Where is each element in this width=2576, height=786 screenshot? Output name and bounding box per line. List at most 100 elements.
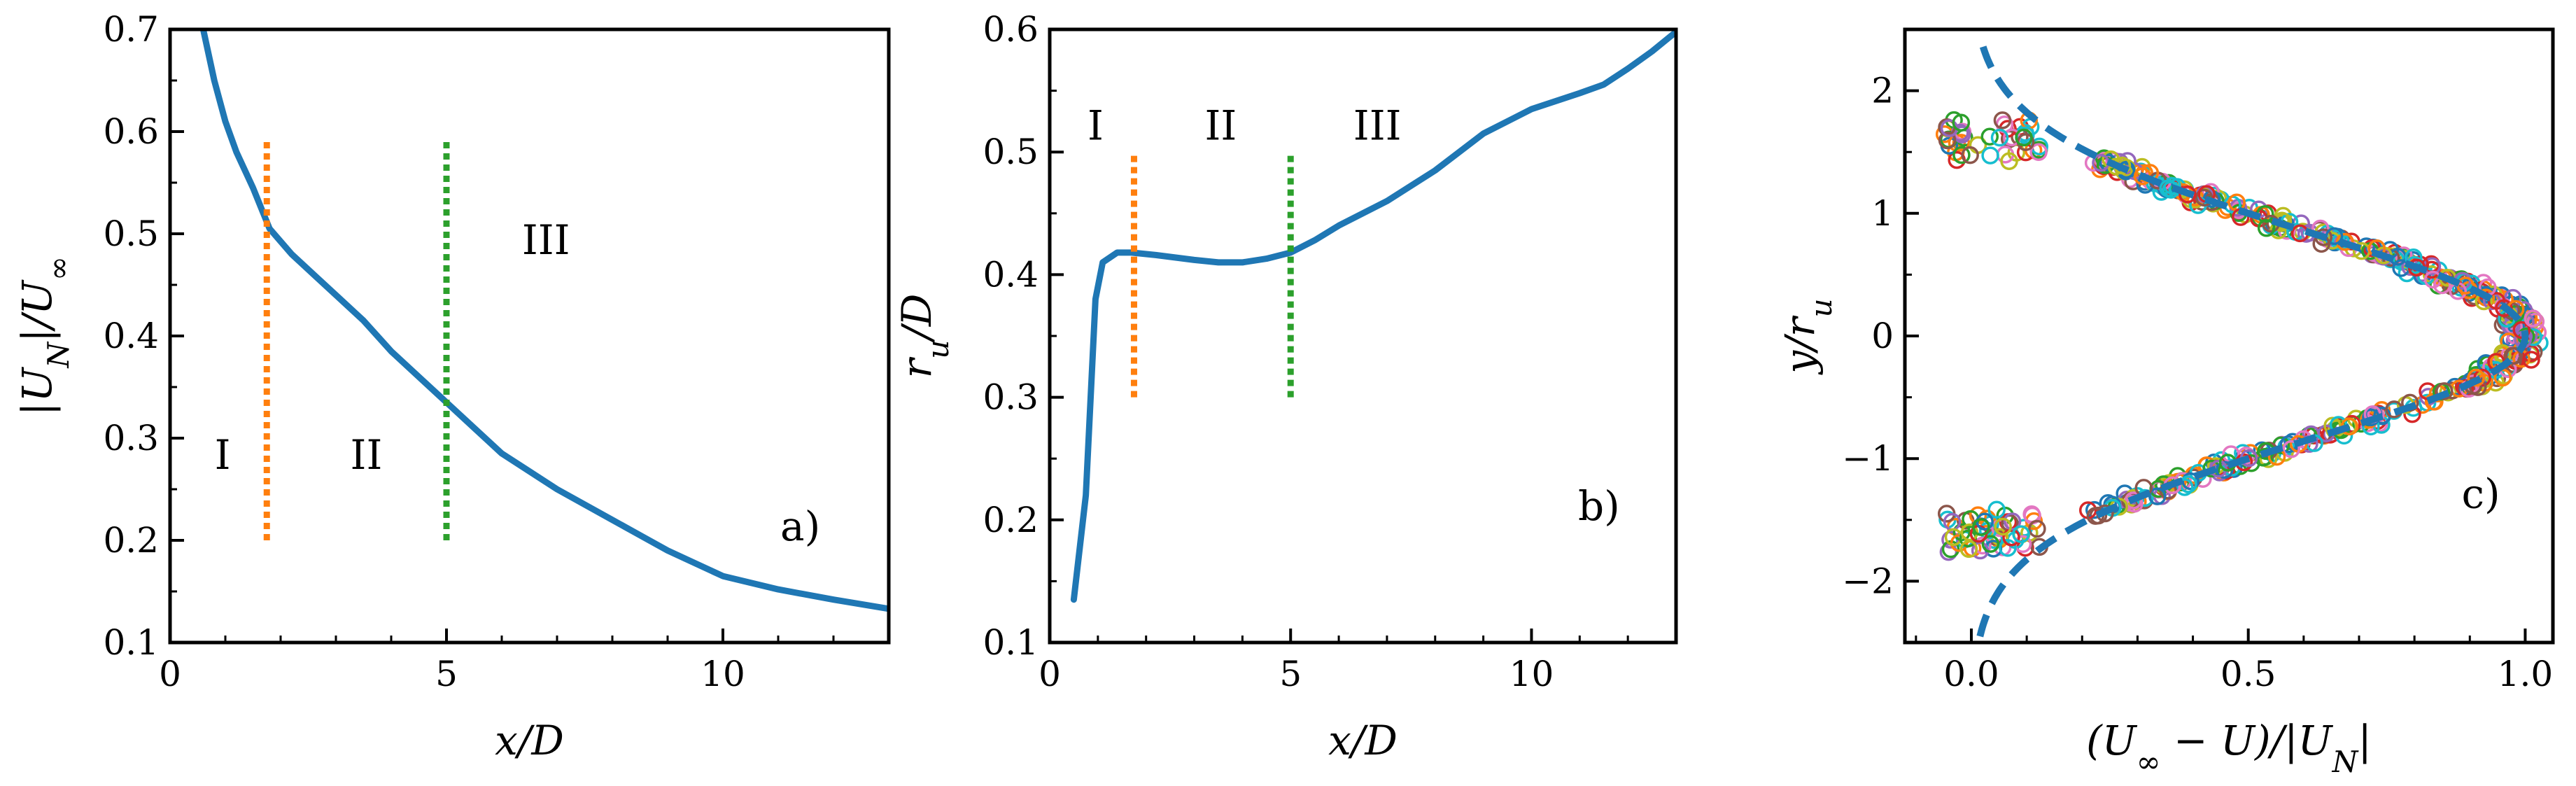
- data-point: [2029, 143, 2048, 161]
- data-point: [2282, 440, 2300, 458]
- region-label-III: III: [522, 216, 570, 264]
- data-point: [1981, 146, 1999, 164]
- y-axis-label-part: y/r: [1776, 315, 1824, 375]
- y-tick-label: 0.5: [983, 132, 1039, 172]
- data-point: [1959, 540, 1978, 559]
- y-axis-label: y/ru: [1776, 298, 1838, 375]
- x-tick-label: 1.0: [2498, 654, 2554, 694]
- data-point: [2493, 344, 2512, 363]
- series-line-0: [1070, 29, 1676, 603]
- panel-label: b): [1578, 482, 1620, 530]
- y-tick-label: 0.1: [103, 622, 159, 663]
- y-tick-label: 0.3: [103, 418, 159, 458]
- data-point: [2505, 346, 2524, 365]
- data-point: [2257, 219, 2276, 237]
- x-axis-label: x/D: [495, 717, 564, 764]
- y-axis-label-part: r: [893, 356, 941, 378]
- region-label-II: II: [351, 431, 383, 479]
- x-axis-label: x/D: [1328, 717, 1398, 764]
- data-point: [2000, 152, 2018, 170]
- x-tick-label: 10: [701, 654, 745, 694]
- axes-frame: [168, 27, 891, 645]
- data-point: [2012, 525, 2030, 543]
- x-axis-label-part: N: [2332, 745, 2359, 779]
- x-axis-label-part: (U: [2086, 717, 2138, 764]
- x-tick-label: 0.0: [1943, 654, 1999, 694]
- y-tick-label: 0.7: [103, 9, 159, 50]
- y-axis-label: ru/D: [893, 294, 955, 379]
- x-axis-label-part: x/D: [495, 717, 564, 764]
- plot-area: [199, 29, 889, 612]
- x-tick-label: 5: [1279, 654, 1302, 694]
- data-point: [1994, 517, 2012, 536]
- x-tick-label: 0: [1039, 654, 1061, 694]
- data-point: [2124, 491, 2143, 510]
- data-point: [1987, 500, 2006, 519]
- data-point: [1950, 534, 1969, 552]
- region-label-I: I: [215, 431, 231, 479]
- y-tick-label: 0.6: [983, 9, 1039, 50]
- plot-area: [1935, 41, 2549, 638]
- region-label-I: I: [1088, 102, 1104, 150]
- y-tick-label: 0.2: [103, 520, 159, 561]
- data-point: [1990, 128, 2009, 147]
- data-point: [2015, 128, 2033, 147]
- y-tick-label: 0.5: [103, 213, 159, 254]
- y-axis-label-part: u: [921, 340, 955, 359]
- data-point: [2028, 519, 2046, 538]
- data-point: [1999, 539, 2017, 557]
- data-point: [2202, 459, 2220, 478]
- x-tick-label: 10: [1509, 654, 1554, 694]
- y-axis-label-part: /D: [893, 294, 941, 344]
- y-axis-label-part: |/U: [13, 279, 61, 342]
- x-tick-label: 0.5: [2220, 654, 2276, 694]
- data-point: [1993, 111, 2012, 129]
- data-point: [1952, 146, 1971, 164]
- y-tick-label: 0.4: [103, 316, 159, 356]
- y-tick-label: 0.3: [983, 377, 1039, 418]
- data-point: [1980, 127, 1999, 146]
- data-point: [2435, 382, 2454, 400]
- panel-label: c): [2462, 470, 2500, 517]
- data-point: [2095, 149, 2113, 167]
- y-tick-label: −2: [1842, 561, 1894, 601]
- y-tick-label: 2: [1871, 71, 1894, 111]
- y-tick-label: −1: [1842, 438, 1894, 479]
- data-point: [2179, 185, 2197, 204]
- plot-area: [1070, 29, 1676, 603]
- x-tick-label: 0: [159, 654, 181, 694]
- region-label-III: III: [1353, 102, 1402, 150]
- y-tick-label: 0.2: [983, 500, 1039, 540]
- data-point: [1961, 146, 1979, 164]
- data-point: [2175, 478, 2194, 496]
- data-point: [2003, 512, 2022, 531]
- data-point: [1981, 535, 2000, 553]
- y-axis-label-part: ∞: [41, 256, 76, 281]
- x-tick-label: 5: [435, 654, 458, 694]
- x-axis-label-part: |: [2358, 717, 2372, 764]
- data-point: [2524, 309, 2542, 328]
- data-point: [2522, 351, 2540, 369]
- region-label-II: II: [1204, 102, 1237, 150]
- y-axis-label: |UN|/U∞: [13, 256, 76, 416]
- x-axis-label-part: ∞: [2137, 745, 2161, 779]
- y-tick-label: 0.6: [103, 111, 159, 152]
- data-point: [1938, 131, 1957, 150]
- y-axis-label-part: u: [1804, 298, 1838, 317]
- data-point: [2195, 188, 2213, 207]
- y-axis-label-part: N: [41, 342, 76, 369]
- series-line-0: [199, 29, 889, 612]
- panel-label: a): [780, 503, 820, 550]
- data-point: [1972, 518, 1990, 536]
- data-point: [1952, 113, 1971, 132]
- panel-a: 0 5 100.10.20.30.40.50.60.7x/D|UN|/U∞I IIII…: [13, 9, 891, 764]
- x-axis-label-part: − U)/|U: [2161, 717, 2334, 764]
- panel-c: 0.0 0.5 1.0 −2 −1 0 1 2 (U∞ − U)/|UN| y/ru c): [1776, 27, 2555, 779]
- y-tick-label: 0.4: [983, 254, 1039, 295]
- y-tick-label: 0: [1871, 316, 1894, 356]
- y-tick-label: 1: [1871, 193, 1894, 234]
- reference-curve: [1976, 41, 2529, 638]
- data-point: [2335, 232, 2354, 251]
